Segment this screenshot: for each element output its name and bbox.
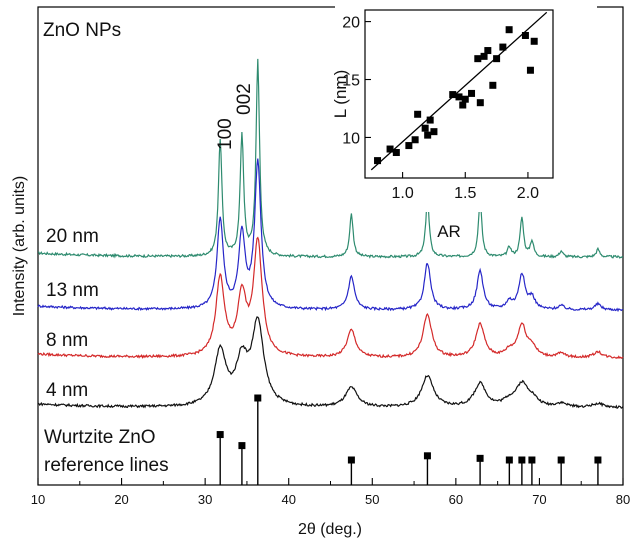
series-labels: 20 nm 13 nm 8 nm 4 nm [46,226,99,401]
reference-marker [347,456,355,464]
inset-x-tick-label: 2.0 [517,185,539,202]
reference-marker [528,456,536,464]
inset-x-tick-label: 1.5 [454,185,476,202]
main-plot: 10 20 30 40 50 60 70 80 20 nm 13 nm 8 nm 4 nm 2θ (… [11,6,630,538]
xrd-curve [38,58,624,259]
inset-point [474,55,482,63]
inset-point [459,101,467,109]
inset-point [461,95,469,103]
x-axis-label: 2θ (deg.) [298,521,362,538]
y-axis-label: Intensity (arb. units) [11,176,28,317]
reference-lines [216,394,602,485]
main-x-tick-label: 10 [31,492,45,507]
inset-point [484,47,492,55]
inset-point [374,157,382,165]
xrd-curve [37,236,624,360]
reference-marker [594,456,602,464]
inset-x-axis-label: AR [437,222,461,241]
xrd-curve [37,158,624,313]
inset-y-tick-label: 20 [342,15,360,32]
inset-point [480,52,488,60]
reference-label-line1: Wurtzite ZnO [44,427,156,448]
inset-point [493,55,501,63]
reference-marker [423,452,431,460]
inset-y-axis-label: L (nm) [331,70,350,119]
inset-point [421,124,429,132]
inset-point [521,31,529,39]
inset-point [414,110,422,118]
inset-fit-line [370,11,548,171]
reference-marker [557,456,565,464]
main-x-tick-label: 20 [114,492,128,507]
inset-point [411,136,419,144]
series-label: 20 nm [46,226,99,247]
inset-x-tick-label: 1.0 [391,185,413,202]
reference-marker [518,456,526,464]
reference-label-line2: reference lines [44,455,169,476]
series-label: 13 nm [46,280,99,301]
inset-y-tick-label: 15 [342,73,360,90]
inset-point [526,66,534,74]
main-x-ticks: 10 20 30 40 50 60 70 80 [31,478,630,507]
reference-marker [216,431,224,439]
reference-marker [238,442,246,450]
reference-marker [254,394,262,402]
inset-point [405,142,413,150]
peak-label-002: 002 [234,83,255,115]
inset-point [505,26,513,34]
inset-point [426,116,434,124]
inset-point [476,99,484,107]
inset-point [499,43,507,51]
peak-label-100: 100 [215,118,236,150]
inset-plot: 1.0 1.5 2.0 10 15 20 AR L (nm) [331,5,597,241]
main-x-tick-label: 60 [449,492,463,507]
inset-point [386,145,394,153]
inset-ticks: 1.0 1.5 2.0 10 15 20 [342,15,539,202]
main-x-tick-label: 30 [198,492,212,507]
main-x-tick-label: 50 [365,492,379,507]
series-label: 8 nm [46,330,88,351]
reference-marker [505,456,513,464]
series-label: 4 nm [46,380,88,401]
inset-point [449,91,457,99]
xrd-curves [37,58,624,410]
inset-point [392,149,400,157]
inset-point [530,37,538,45]
inset-point [468,89,476,97]
inset-point [430,128,438,136]
main-x-tick-label: 80 [616,492,630,507]
sample-label: ZnO NPs [43,20,121,41]
main-x-tick-label: 70 [532,492,546,507]
reference-marker [476,454,484,462]
xrd-curve [37,316,624,410]
main-x-tick-label: 40 [281,492,295,507]
inset-points [374,26,538,165]
inset-point [424,131,432,139]
inset-y-tick-label: 10 [342,130,360,147]
inset-point [489,81,497,89]
inset-point [455,93,463,101]
